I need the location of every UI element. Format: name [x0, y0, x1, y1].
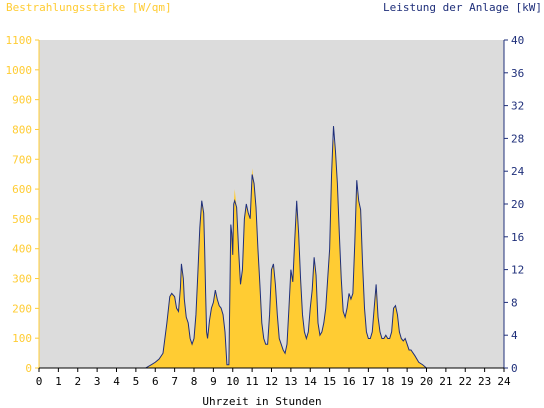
x-tick-label: 22 [459, 375, 472, 388]
right-tick-label: 36 [511, 67, 524, 80]
x-tick-label: 6 [152, 375, 159, 388]
series-layer [39, 126, 504, 369]
x-tick-label: 17 [362, 375, 375, 388]
left-tick-label: 300 [12, 273, 32, 286]
right-tick-label: 16 [511, 231, 524, 244]
irradiance-area [39, 138, 504, 368]
left-tick-label: 500 [12, 213, 32, 226]
x-tick-label: 2 [74, 375, 81, 388]
power-line [39, 126, 504, 369]
left-tick-label: 1100 [6, 34, 33, 47]
x-tick-label: 3 [94, 375, 101, 388]
tick-labels: 0100200300400500600700800900100011000481… [6, 34, 525, 388]
axes-layer [35, 39, 508, 372]
right-tick-label: 28 [511, 132, 524, 145]
x-tick-label: 13 [284, 375, 297, 388]
x-tick-label: 4 [113, 375, 120, 388]
x-tick-label: 18 [381, 375, 394, 388]
left-tick-label: 700 [12, 153, 32, 166]
right-tick-label: 4 [511, 329, 518, 342]
x-tick-label: 15 [323, 375, 336, 388]
x-tick-label: 16 [342, 375, 355, 388]
x-tick-label: 5 [133, 375, 140, 388]
left-axis-title: Bestrahlungsstärke [W/qm] [6, 1, 172, 14]
x-tick-label: 21 [439, 375, 452, 388]
left-tick-label: 200 [12, 302, 32, 315]
x-tick-label: 0 [36, 375, 43, 388]
x-tick-label: 1 [55, 375, 62, 388]
x-tick-label: 12 [265, 375, 278, 388]
x-axis-label: Uhrzeit in Stunden [202, 395, 321, 408]
right-tick-label: 12 [511, 264, 524, 277]
x-tick-label: 20 [420, 375, 433, 388]
x-tick-label: 7 [171, 375, 178, 388]
right-tick-label: 32 [511, 100, 524, 113]
left-tick-label: 100 [12, 332, 32, 345]
x-tick-label: 24 [497, 375, 511, 388]
left-tick-label: 1000 [6, 64, 33, 77]
left-tick-label: 800 [12, 123, 32, 136]
right-tick-label: 8 [511, 296, 518, 309]
x-tick-label: 9 [210, 375, 217, 388]
x-tick-label: 11 [246, 375, 259, 388]
left-tick-label: 400 [12, 243, 32, 256]
left-tick-label: 600 [12, 183, 32, 196]
x-tick-label: 8 [191, 375, 198, 388]
x-tick-label: 19 [401, 375, 414, 388]
right-tick-label: 40 [511, 34, 524, 47]
right-tick-label: 20 [511, 198, 524, 211]
x-tick-label: 14 [304, 375, 318, 388]
x-tick-label: 23 [478, 375, 491, 388]
left-tick-label: 0 [25, 362, 32, 375]
right-tick-label: 0 [511, 362, 518, 375]
left-tick-label: 900 [12, 94, 32, 107]
x-tick-label: 10 [226, 375, 239, 388]
right-tick-label: 24 [511, 165, 525, 178]
right-axis-title: Leistung der Anlage [kW] [383, 1, 542, 14]
